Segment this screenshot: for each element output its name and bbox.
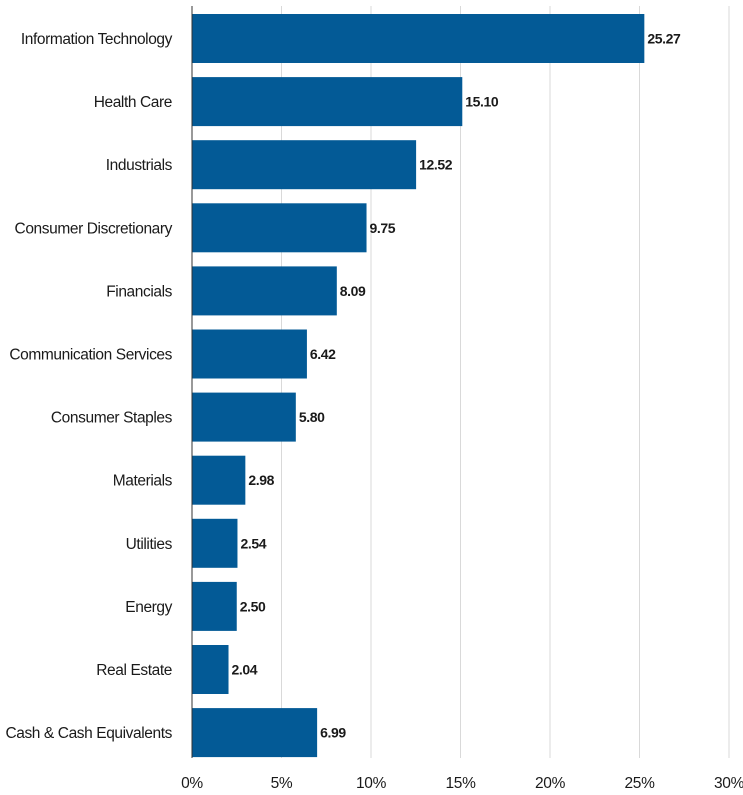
category-label: Financials: [106, 283, 172, 300]
category-label: Energy: [125, 599, 172, 616]
bar: [192, 455, 246, 505]
bar: [192, 203, 367, 253]
x-tick-labels: 0% 5% 10% 15% 20% 25% 30%: [181, 775, 743, 792]
x-tick-label: 10%: [356, 775, 387, 792]
bar: [192, 14, 645, 63]
bar: [192, 77, 463, 127]
data-labels: 25.27 15.10 12.52 9.75 8.09 6.42 5.80 2.98 2.54 2…: [232, 31, 682, 741]
category-label: Utilities: [126, 536, 173, 553]
data-label: 2.50: [240, 598, 266, 614]
x-tick-label: 30%: [714, 775, 743, 792]
bar: [192, 266, 337, 316]
bar: [192, 329, 307, 379]
category-label: Cash & Cash Equivalents: [5, 725, 172, 742]
category-label: Real Estate: [96, 662, 172, 679]
x-tick-label: 25%: [624, 775, 655, 792]
data-label: 2.98: [248, 472, 274, 488]
category-label: Health Care: [94, 94, 172, 111]
x-tick-label: 15%: [445, 775, 476, 792]
bar: [192, 708, 318, 758]
category-label: Consumer Discretionary: [15, 220, 173, 237]
bar: [192, 581, 237, 631]
bar: [192, 140, 417, 190]
bar: [192, 645, 229, 694]
category-label: Industrials: [106, 157, 173, 174]
category-label: Consumer Staples: [51, 410, 173, 427]
category-label: Materials: [113, 473, 173, 490]
bar: [192, 392, 296, 442]
x-tick-label: 0%: [181, 775, 203, 792]
category-label: Communication Services: [9, 347, 172, 364]
bar: [192, 518, 238, 568]
x-tick-label: 20%: [535, 775, 566, 792]
category-labels: Information Technology Health Care Industr…: [5, 31, 173, 742]
data-label: 8.09: [340, 283, 366, 299]
x-tick-label: 5%: [271, 775, 293, 792]
gridlines: [281, 6, 730, 758]
data-label: 2.54: [240, 535, 266, 551]
data-label: 6.42: [310, 346, 336, 362]
data-label: 12.52: [419, 157, 453, 173]
data-label: 6.99: [320, 725, 346, 741]
data-label: 25.27: [647, 31, 681, 47]
bars: [192, 14, 645, 758]
data-label: 9.75: [370, 220, 396, 236]
data-label: 2.04: [232, 662, 258, 678]
category-label: Information Technology: [21, 31, 173, 48]
data-label: 15.10: [465, 94, 499, 110]
data-label: 5.80: [299, 409, 325, 425]
